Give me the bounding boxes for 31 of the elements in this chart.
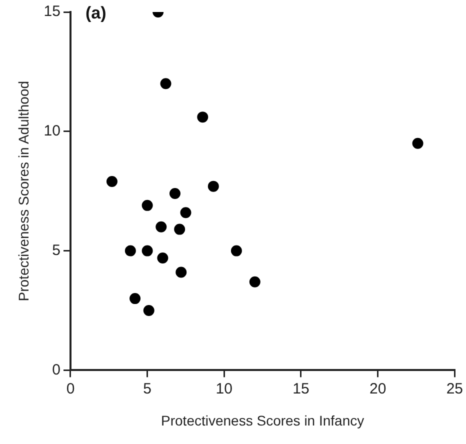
point bbox=[197, 112, 208, 123]
x-tick-label: 0 bbox=[66, 380, 75, 398]
point bbox=[130, 293, 141, 304]
point bbox=[169, 188, 180, 199]
x-tick-label: 20 bbox=[369, 380, 386, 398]
point bbox=[143, 305, 154, 316]
point bbox=[156, 221, 167, 232]
point bbox=[106, 176, 118, 188]
y-tick-label: 5 bbox=[52, 242, 60, 259]
y-axis-title: Protectiveness Scores in Adulthood bbox=[15, 80, 32, 302]
point bbox=[249, 276, 260, 288]
point bbox=[230, 245, 242, 256]
point bbox=[160, 78, 172, 90]
x-tick-label: 15 bbox=[292, 380, 310, 398]
point bbox=[157, 252, 168, 264]
point bbox=[142, 200, 153, 211]
x-axis-title: Protectiveness Scores in Infancy bbox=[161, 412, 364, 428]
point bbox=[180, 207, 192, 218]
point bbox=[412, 138, 424, 149]
y-tick-label: 15 bbox=[44, 3, 60, 20]
point bbox=[208, 180, 219, 192]
point bbox=[176, 266, 187, 278]
y-tick-label: 10 bbox=[44, 122, 60, 140]
annotation: (a) bbox=[85, 4, 106, 23]
point bbox=[124, 245, 136, 256]
x-tick-label: 10 bbox=[216, 380, 232, 398]
x-tick-label: 5 bbox=[143, 380, 152, 398]
point bbox=[142, 245, 153, 256]
x-tick-label: 25 bbox=[446, 380, 463, 398]
point bbox=[174, 224, 186, 235]
y-tick-label: 0 bbox=[52, 361, 60, 378]
